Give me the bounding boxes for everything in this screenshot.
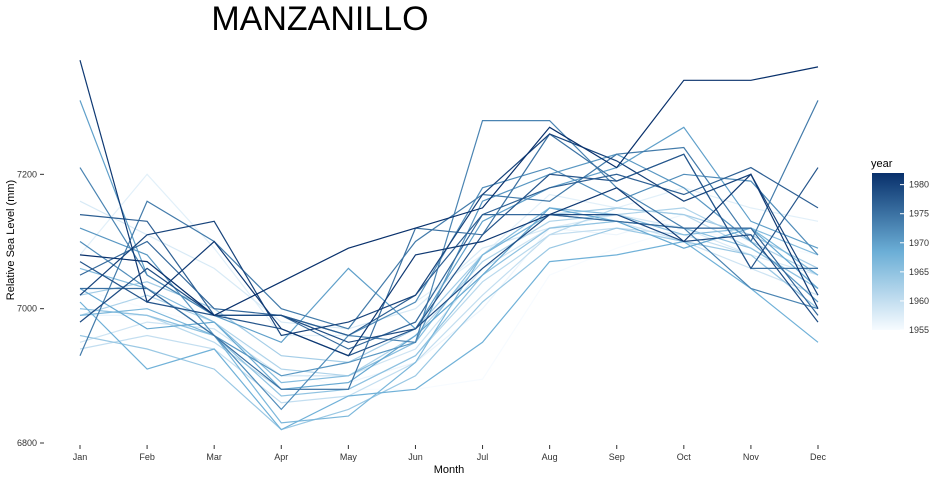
series-line-1972	[79, 166, 819, 411]
series-line-1963	[79, 207, 819, 364]
series-line-1964	[79, 227, 819, 431]
series-line-1979	[79, 214, 819, 343]
x-axis: Jan Feb Mar Apr May Jun Jul Aug Sep Oct Nov Dec	[73, 445, 827, 462]
legend-tick-label: 1980	[909, 180, 929, 190]
y-tick-label: 6800	[17, 438, 37, 448]
legend: year 1955 1960 1965 1970 1975 1980	[871, 158, 929, 335]
x-tick-label: Mar	[206, 452, 222, 462]
legend-tick-label: 1965	[909, 267, 929, 277]
x-axis-title: Month	[434, 464, 465, 476]
series-line-1975	[80, 133, 818, 390]
x-tick-label: Jun	[408, 452, 423, 462]
chart-title: MANZANILLO	[211, 0, 428, 38]
series-line-1969	[79, 207, 819, 390]
series-line-1976	[79, 214, 819, 350]
x-tick-label: Sep	[609, 452, 625, 462]
y-axis: 6800 7000 7200	[17, 169, 44, 448]
legend-ticks: 1955 1960 1965 1970 1975 1980	[900, 180, 929, 335]
x-tick-label: Feb	[139, 452, 155, 462]
series-line-1971	[79, 153, 819, 377]
legend-tick-label: 1975	[909, 209, 929, 219]
legend-tick-label: 1960	[909, 296, 929, 306]
x-tick-label: Aug	[542, 452, 558, 462]
legend-tick-label: 1970	[909, 238, 929, 248]
y-tick-label: 7200	[17, 169, 37, 179]
series-line-1977	[79, 166, 819, 337]
x-tick-label: Apr	[274, 452, 288, 462]
x-tick-label: Nov	[743, 452, 760, 462]
series-line-1981	[79, 60, 819, 357]
series-line-1982	[79, 66, 819, 317]
legend-title: year	[871, 158, 893, 170]
series-line-1978	[79, 153, 819, 357]
legend-tick-label: 1955	[909, 325, 929, 335]
series-line-1980	[79, 133, 819, 337]
series-line-1961	[79, 207, 819, 390]
series-line-1958	[79, 200, 819, 330]
series-line-1965	[79, 220, 819, 397]
x-tick-label: Oct	[677, 452, 692, 462]
x-tick-label: Jan	[73, 452, 88, 462]
x-tick-label: May	[340, 452, 358, 462]
x-tick-label: Dec	[810, 452, 827, 462]
y-tick-label: 7000	[17, 304, 37, 314]
series-line-1968	[79, 240, 819, 431]
x-tick-label: Jul	[477, 452, 489, 462]
series-lines	[79, 60, 819, 431]
legend-colorbar	[872, 173, 904, 330]
y-axis-title: Relative Sea Level (mm)	[5, 180, 17, 300]
